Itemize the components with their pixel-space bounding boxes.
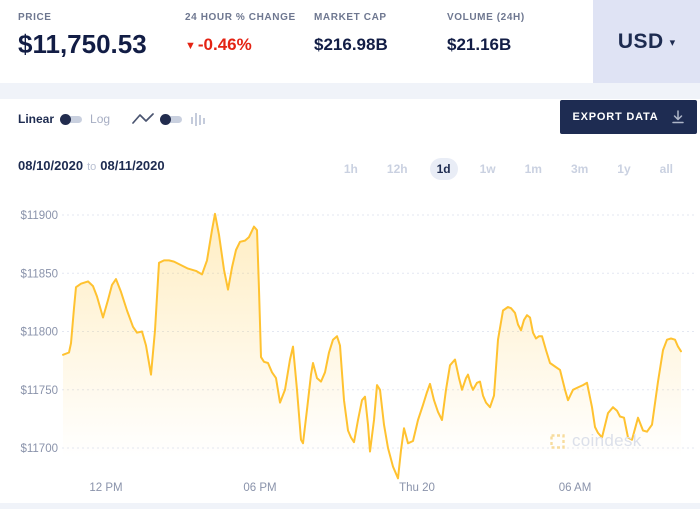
market-cap-stat: MARKET CAP $216.98B — [314, 12, 388, 55]
range-button-all[interactable]: all — [659, 162, 673, 176]
date-separator: to — [87, 161, 97, 173]
currency-selector[interactable]: USD ▾ — [593, 0, 700, 83]
chart-price-line — [62, 212, 682, 480]
bar-chart-icon — [191, 112, 206, 126]
download-icon — [671, 110, 684, 124]
coindesk-watermark: coindesk — [550, 431, 642, 451]
header-divider-band — [0, 83, 700, 99]
chart-controls: Linear Log — [18, 111, 207, 127]
svg-text:$11750: $11750 — [20, 385, 58, 397]
date-to[interactable]: 08/11/2020 — [100, 158, 165, 173]
chart-area-fill — [63, 213, 681, 486]
coindesk-logo-icon — [550, 433, 565, 449]
range-button-1m[interactable]: 1m — [524, 162, 542, 176]
svg-text:$11850: $11850 — [20, 268, 58, 280]
price-stat: PRICE $11,750.53 — [18, 12, 147, 60]
volume-value: $21.16B — [447, 35, 512, 54]
price-chart-svg[interactable]: $11900$11850$11800$11750$11700 12 PM 06 P… — [0, 195, 700, 503]
line-chart-icon — [132, 113, 154, 124]
range-button-12h[interactable]: 12h — [386, 162, 408, 176]
market-cap-label: MARKET CAP — [314, 12, 387, 23]
coindesk-watermark-text: coindesk — [572, 431, 642, 450]
change-value: ▼ -0.46% — [185, 35, 252, 54]
chart-y-labels: $11900 $11850 $11800 $11750 $11700 — [20, 210, 58, 455]
chart-type-toggle[interactable] — [160, 113, 183, 125]
volume-label: VOLUME (24H) — [447, 12, 525, 23]
price-label: PRICE — [18, 12, 52, 23]
triangle-down-icon: ▼ — [185, 40, 196, 52]
change-label: 24 HOUR % CHANGE — [185, 12, 296, 23]
svg-text:$11700: $11700 — [20, 443, 58, 455]
volume-stat: VOLUME (24H) $21.16B — [447, 12, 525, 55]
export-data-label: EXPORT DATA — [572, 111, 659, 123]
date-from[interactable]: 08/10/2020 — [18, 158, 84, 173]
range-button-1y[interactable]: 1y — [617, 162, 631, 176]
range-button-1h[interactable]: 1h — [343, 162, 358, 176]
svg-text:$11900: $11900 — [20, 210, 58, 222]
range-button-1d[interactable]: 1d — [429, 158, 458, 180]
svg-text:$11800: $11800 — [20, 327, 58, 339]
export-data-button[interactable]: EXPORT DATA — [560, 100, 697, 134]
currency-value: USD — [617, 29, 664, 53]
market-cap-value: $216.98B — [314, 35, 388, 54]
date-range: 08/10/2020 to 08/11/2020 — [18, 158, 165, 173]
change-stat: 24 HOUR % CHANGE ▼ -0.46% — [185, 12, 296, 55]
linear-label: Linear — [18, 112, 55, 126]
linear-log-toggle[interactable] — [60, 113, 83, 125]
range-button-1w[interactable]: 1w — [479, 162, 496, 176]
log-label: Log — [90, 112, 111, 126]
range-button-3m[interactable]: 3m — [570, 162, 589, 176]
bottom-band — [0, 503, 700, 509]
chevron-down-icon: ▾ — [669, 37, 676, 49]
time-range-buttons: 1h 12h 1d 1w 1m 3m 1y all — [337, 158, 680, 180]
price-value: $11,750.53 — [18, 29, 147, 59]
